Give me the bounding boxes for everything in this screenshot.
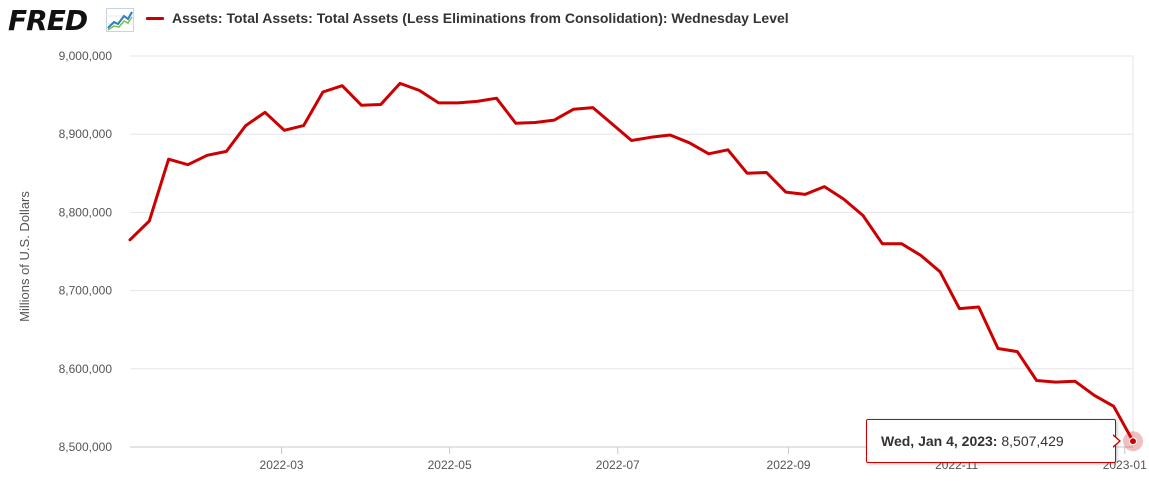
- y-tick-label: 8,700,000: [59, 284, 113, 298]
- data-point: [822, 185, 826, 189]
- y-tick-label: 8,900,000: [59, 127, 113, 141]
- data-point: [398, 81, 402, 85]
- y-tick-label: 9,000,000: [59, 49, 113, 63]
- x-tick-label: 2022-09: [767, 458, 811, 472]
- data-point: [167, 157, 171, 161]
- data-point: [900, 242, 904, 246]
- data-point: [475, 99, 479, 103]
- data-point: [1092, 393, 1096, 397]
- data-point: [861, 214, 865, 218]
- data-point: [1015, 350, 1019, 354]
- data-point: [244, 124, 248, 128]
- data-point: [803, 192, 807, 196]
- data-point: [1054, 380, 1058, 384]
- data-point: [745, 171, 749, 175]
- data-point: [321, 90, 325, 94]
- data-point: [687, 141, 691, 145]
- y-axis-title: Millions of U.S. Dollars: [17, 191, 32, 322]
- legend[interactable]: Assets: Total Assets: Total Assets (Less…: [146, 10, 789, 26]
- tooltip-value: 8,507,429: [1001, 433, 1064, 449]
- fred-logo[interactable]: FRED: [8, 4, 88, 37]
- data-point: [957, 307, 961, 311]
- data-point: [572, 107, 576, 111]
- data-point: [186, 163, 190, 167]
- tooltip-date: Wed, Jan 4, 2023:: [881, 433, 998, 449]
- data-point: [456, 101, 460, 105]
- data-point: [707, 152, 711, 156]
- data-point: [765, 171, 769, 175]
- data-point: [1035, 379, 1039, 383]
- data-point: [726, 148, 730, 152]
- y-tick-label: 8,500,000: [59, 440, 113, 454]
- data-point: [147, 219, 151, 223]
- series-line: [128, 81, 1135, 443]
- x-tick-label: 2022-07: [596, 458, 640, 472]
- data-point: [668, 133, 672, 137]
- data-point: [591, 106, 595, 110]
- data-point: [533, 120, 537, 124]
- data-point: [552, 118, 556, 122]
- x-tick-label: 2022-03: [260, 458, 304, 472]
- y-tick-label: 8,800,000: [59, 205, 113, 219]
- data-point: [359, 103, 363, 107]
- data-point: [938, 270, 942, 274]
- legend-series-label: Assets: Total Assets: Total Assets (Less…: [172, 10, 789, 26]
- data-point: [784, 190, 788, 194]
- data-point: [630, 138, 634, 142]
- data-point: [302, 124, 306, 128]
- data-point: [977, 305, 981, 309]
- legend-series-swatch: [146, 16, 164, 20]
- data-point: [880, 242, 884, 246]
- data-point: [128, 238, 132, 242]
- data-point: [205, 153, 209, 157]
- hover-point-marker: [1129, 437, 1137, 446]
- data-point-tooltip: Wed, Jan 4, 2023: 8,507,429: [866, 419, 1116, 463]
- data-point: [514, 121, 518, 125]
- line-graph-icon: [106, 8, 134, 32]
- data-point: [224, 149, 228, 153]
- data-point: [494, 96, 498, 100]
- data-point: [842, 197, 846, 201]
- data-point: [340, 84, 344, 88]
- data-point: [417, 88, 421, 92]
- data-point: [379, 102, 383, 106]
- chart-header: FRED Assets: Total Assets: Total Assets …: [0, 0, 1149, 42]
- data-point: [919, 253, 923, 257]
- data-point: [1112, 404, 1116, 408]
- data-point: [610, 122, 614, 126]
- data-point: [263, 110, 267, 114]
- tooltip-pointer-fill: [1112, 435, 1119, 447]
- data-point: [282, 128, 286, 132]
- data-point: [996, 346, 1000, 350]
- x-tick-label: 2022-05: [428, 458, 472, 472]
- data-point: [649, 135, 653, 139]
- data-point: [437, 101, 441, 105]
- data-point: [1073, 379, 1077, 383]
- y-tick-label: 8,600,000: [59, 362, 113, 376]
